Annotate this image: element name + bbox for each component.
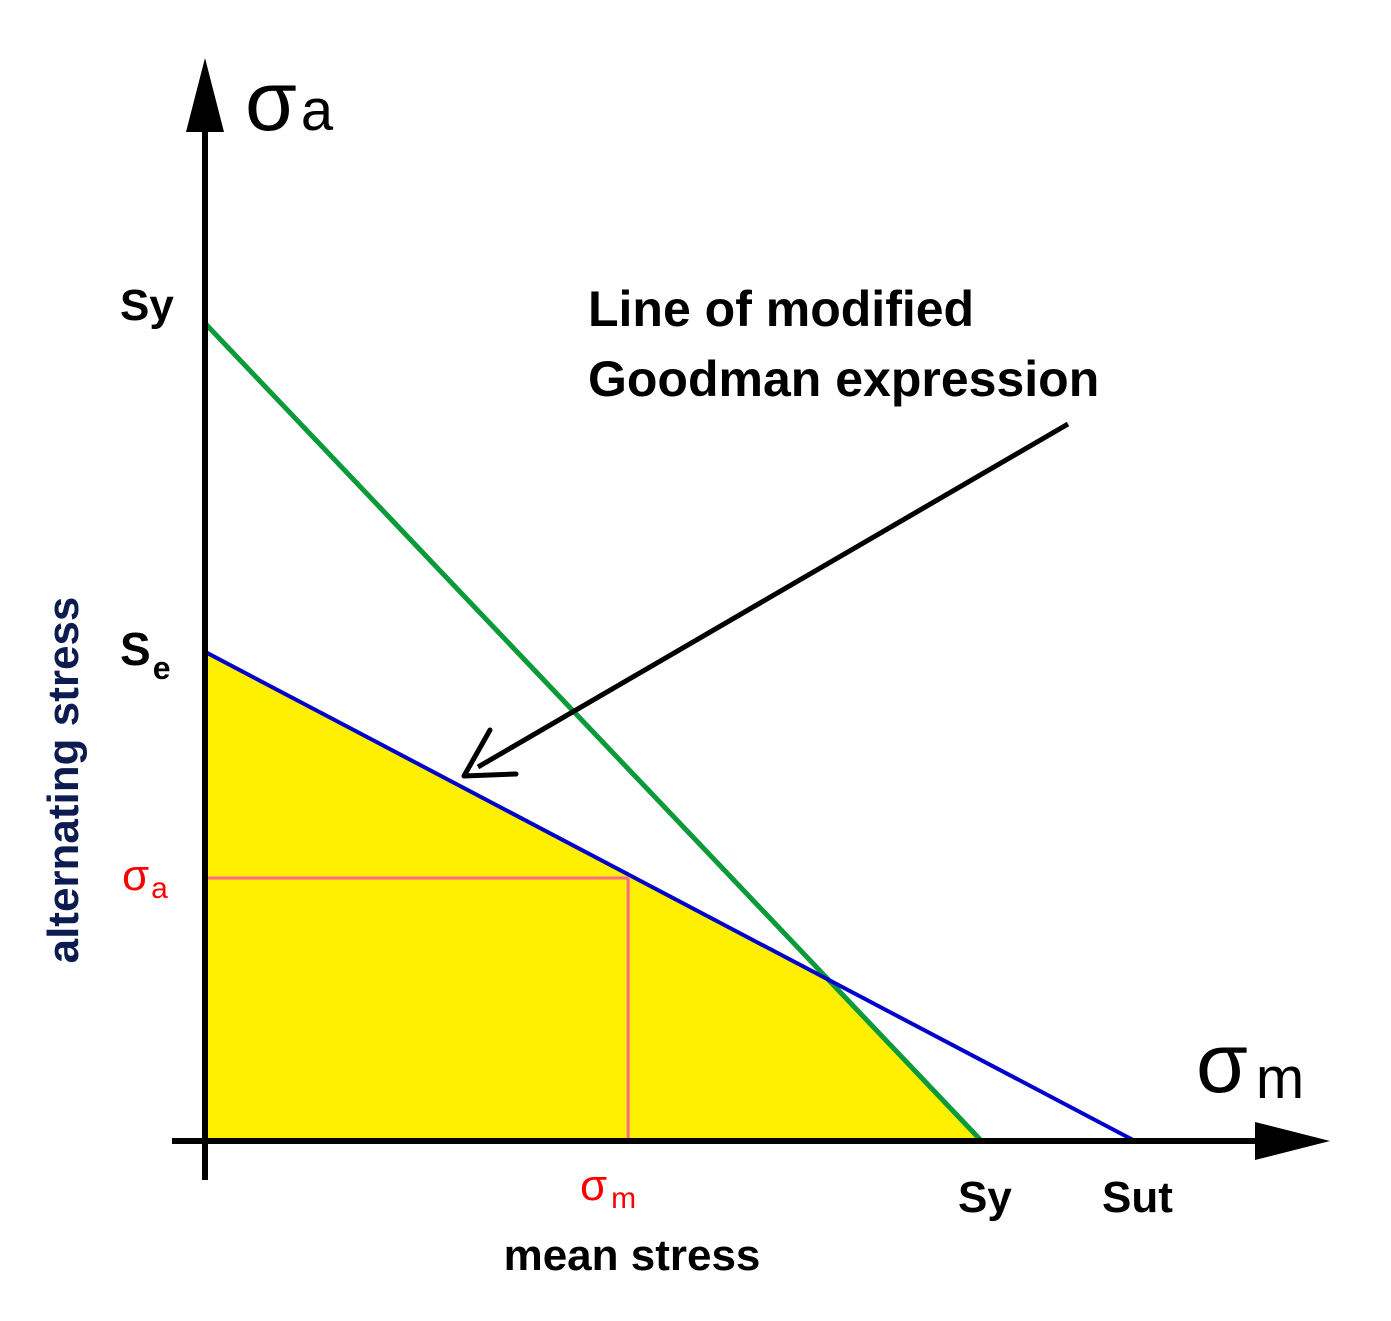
y-axis-title: alternating stress	[39, 597, 88, 964]
yield-line	[203, 321, 984, 1143]
x-axis-title: mean stress	[504, 1231, 761, 1280]
safe-region	[205, 651, 982, 1141]
annotation-line-2: Goodman expression	[588, 351, 1099, 407]
y-tick-se: Se	[120, 623, 170, 686]
annotation-arrow	[476, 421, 1070, 770]
y-axis-symbol: σa	[245, 54, 334, 148]
y-tick-sigma-a: σa	[122, 851, 168, 905]
goodman-line	[204, 650, 1136, 1143]
annotation-arrowhead	[461, 727, 519, 779]
x-tick-sut: Sut	[1102, 1173, 1173, 1222]
y-axis-arrowhead	[186, 58, 224, 132]
x-axis-arrowhead	[1255, 1122, 1330, 1160]
y-tick-sy: Sy	[120, 281, 174, 330]
x-tick-sy: Sy	[958, 1173, 1012, 1222]
annotation-line-1: Line of modified	[588, 281, 974, 337]
